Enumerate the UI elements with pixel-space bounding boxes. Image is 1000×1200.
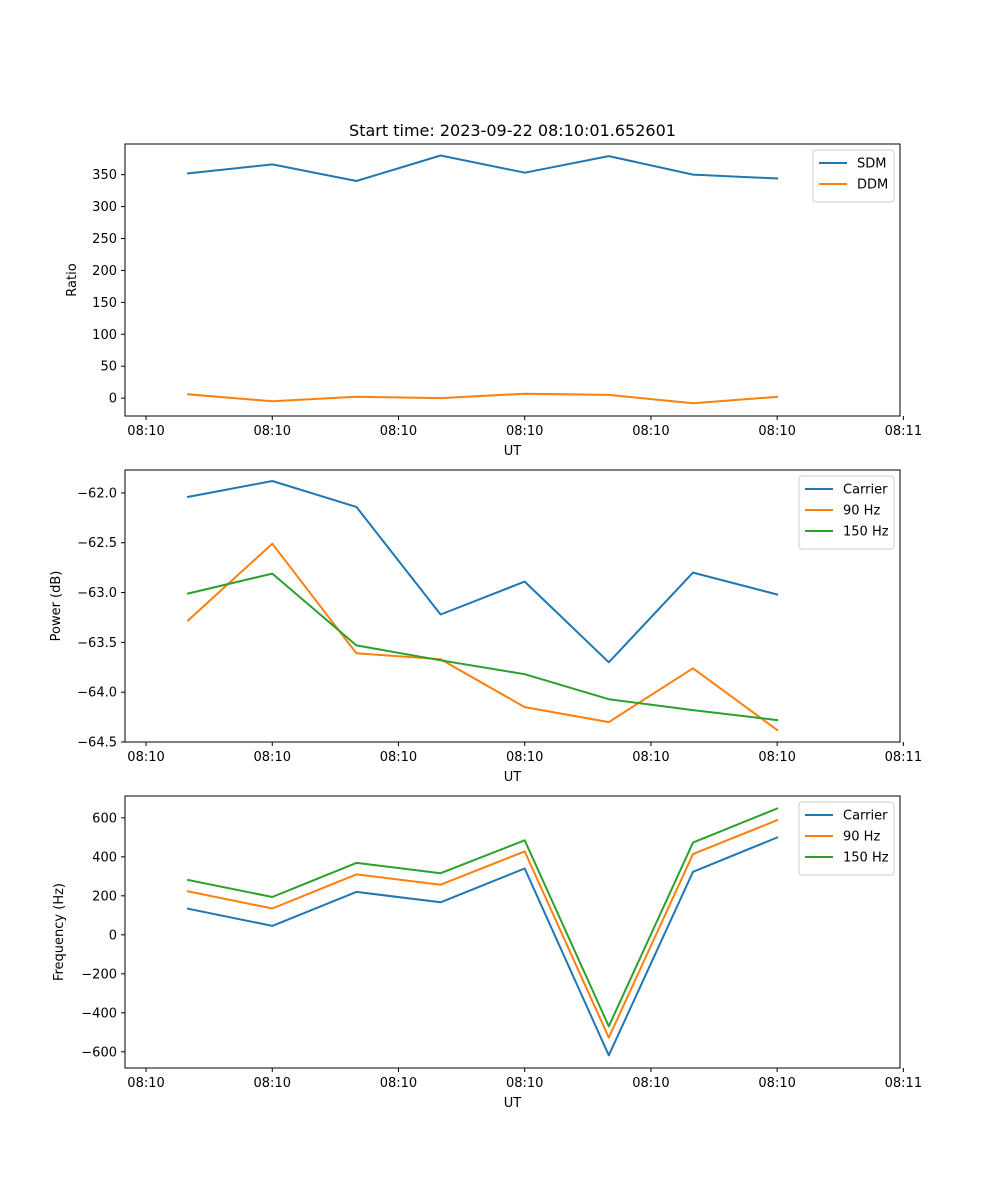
figure-title: Start time: 2023-09-22 08:10:01.652601 [349, 121, 676, 140]
series-line-90-hz-plot3 [186, 818, 779, 1039]
y-tick-label-2-6: −62.0 [77, 486, 117, 501]
x-tick-label-1-6: 08:10 [758, 424, 795, 439]
x-tick-label-2-4: 08:10 [506, 750, 543, 765]
legend-3: Carrier 90 Hz 150 Hz [798, 801, 895, 876]
y-tick-label-1-6: 250 [92, 232, 117, 247]
x-axis-label-3: UT [504, 1096, 522, 1111]
series-line-150-hz-plot2 [186, 572, 779, 722]
x-tick-label-1-1: 08:10 [127, 424, 164, 439]
x-tick-label-3-4: 08:10 [506, 1076, 543, 1091]
legend-label-90-hz-plot3: 90 Hz [843, 830, 880, 845]
y-tick-label-1-1: 0 [109, 392, 117, 407]
x-tick-label-3-3: 08:10 [380, 1076, 417, 1091]
x-tick-label-1-2: 08:10 [254, 424, 291, 439]
x-tick-label-2-3: 08:10 [380, 750, 417, 765]
y-axis-label-3: Frequency (Hz) [52, 883, 67, 981]
legend-label-150-hz-plot3: 150 Hz [843, 851, 889, 866]
series-line-carrier-plot2 [186, 480, 779, 664]
y-tick-label-1-5: 200 [92, 264, 117, 279]
axes-frame-3 [124, 795, 901, 1069]
x-tick-label-1-4: 08:10 [506, 424, 543, 439]
x-tick-label-3-5: 08:10 [632, 1076, 669, 1091]
x-tick-label-2-2: 08:10 [254, 750, 291, 765]
legend-label-carrier-plot2: Carrier [843, 483, 888, 498]
y-tick-label-2-5: −62.5 [77, 536, 117, 551]
y-tick-label-3-1: −600 [81, 1045, 117, 1060]
x-tick-label-3-7: 08:11 [885, 1076, 922, 1091]
x-tick-label-3-1: 08:10 [127, 1076, 164, 1091]
y-axis-label-1: Ratio [65, 263, 80, 296]
x-tick-label-2-6: 08:10 [758, 750, 795, 765]
axes-frame-2 [124, 469, 901, 743]
series-line-sdm-plot1 [186, 154, 779, 182]
series-line-150-hz-plot3 [186, 807, 779, 1028]
axes-frame-1 [124, 143, 901, 417]
x-tick-label-2-5: 08:10 [632, 750, 669, 765]
x-tick-label-2-7: 08:11 [885, 750, 922, 765]
y-tick-label-1-2: 50 [100, 360, 117, 375]
y-tick-label-3-5: 200 [92, 889, 117, 904]
y-tick-label-1-8: 350 [92, 168, 117, 183]
legend-label-carrier-plot3: Carrier [843, 809, 888, 824]
y-tick-label-2-3: −63.5 [77, 636, 117, 651]
y-tick-label-3-3: −200 [81, 967, 117, 982]
x-tick-label-3-6: 08:10 [758, 1076, 795, 1091]
y-tick-label-2-2: −64.0 [77, 686, 117, 701]
subplot-1: 08:10 08:10 08:10 08:10 08:10 08:10 08:11 0 50 10… [65, 143, 922, 459]
y-tick-label-1-7: 300 [92, 200, 117, 215]
legend-2: Carrier 90 Hz 150 Hz [798, 475, 895, 550]
legend-label-150-hz-plot2: 150 Hz [843, 525, 889, 540]
subplot-2: 08:10 08:10 08:10 08:10 08:10 08:10 08:11 −64.5… [49, 469, 922, 785]
x-axis-label-1: UT [504, 444, 522, 459]
y-tick-label-3-2: −400 [81, 1006, 117, 1021]
x-tick-label-1-7: 08:11 [885, 424, 922, 439]
x-tick-label-1-3: 08:10 [380, 424, 417, 439]
series-line-90-hz-plot2 [186, 542, 779, 732]
x-axis-label-2: UT [504, 770, 522, 785]
y-tick-label-3-7: 600 [92, 811, 117, 826]
series-line-carrier-plot3 [186, 836, 779, 1057]
legend-1: SDM DDM [812, 149, 895, 203]
legend-label-90-hz-plot2: 90 Hz [843, 504, 880, 519]
legend-label-ddm-plot1: DDM [857, 178, 888, 193]
legend-label-sdm-plot1: SDM [857, 157, 886, 172]
y-tick-label-1-3: 100 [92, 328, 117, 343]
y-tick-label-3-6: 400 [92, 850, 117, 865]
subplots: 08:10 08:10 08:10 08:10 08:10 08:10 08:11 0 50 10… [49, 143, 922, 1111]
x-tick-label-3-2: 08:10 [254, 1076, 291, 1091]
y-tick-label-1-4: 150 [92, 296, 117, 311]
subplot-3: 08:10 08:10 08:10 08:10 08:10 08:10 08:11 −600 −… [52, 795, 922, 1111]
y-axis-label-2: Power (dB) [49, 571, 64, 642]
series-line-ddm-plot1 [187, 392, 779, 405]
y-tick-label-3-4: 0 [109, 928, 117, 943]
x-tick-label-1-5: 08:10 [632, 424, 669, 439]
y-tick-label-2-4: −63.0 [77, 586, 117, 601]
y-tick-label-2-1: −64.5 [77, 736, 117, 751]
x-tick-label-2-1: 08:10 [127, 750, 164, 765]
